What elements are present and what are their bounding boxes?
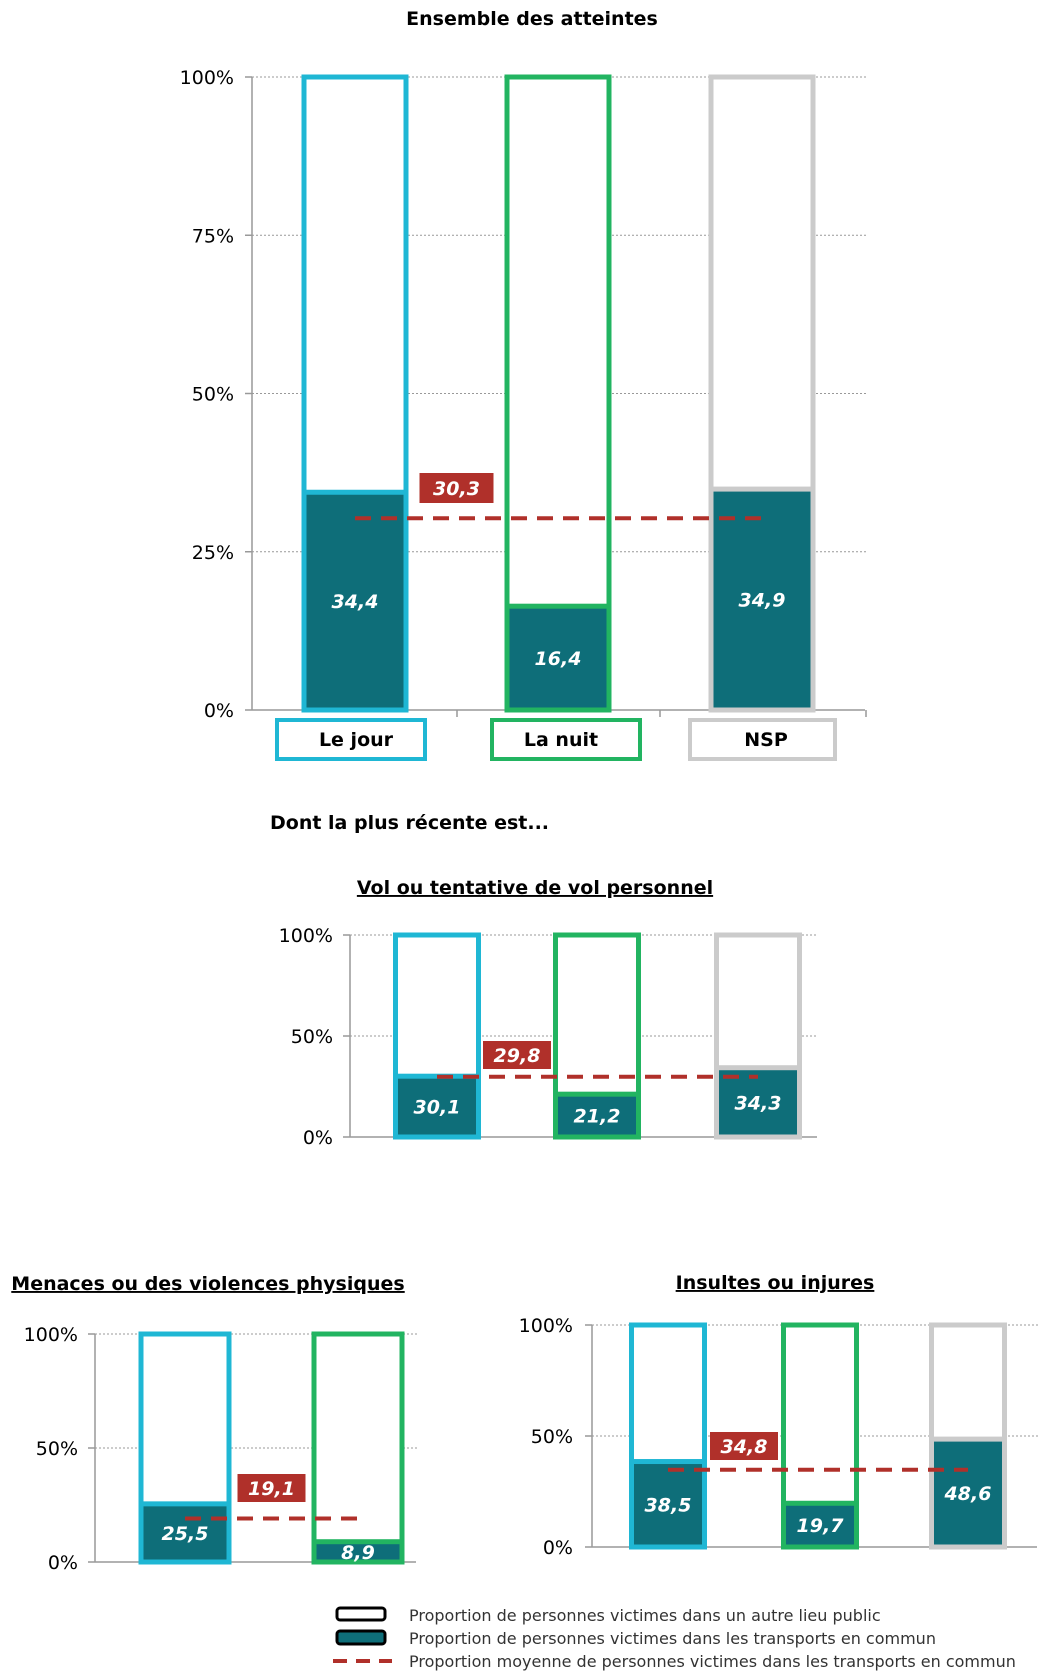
category-box-nuit: [490, 718, 642, 761]
chart2-ytick-label: 0%: [303, 1127, 333, 1149]
chart4-average-label: 34,8: [721, 1436, 768, 1458]
chart2-bar-fill: [553, 1091, 641, 1140]
category-label-nuit: La nuit: [524, 729, 598, 751]
legend-label-filled: Proportion de personnes victimes dans le…: [409, 1629, 936, 1648]
chart3-ytick-label: 100%: [24, 1324, 78, 1346]
chart1-value-label: 16,4: [535, 648, 582, 670]
chart1-ytick-label: 75%: [192, 225, 234, 247]
chart1-average-label: 30,3: [433, 478, 480, 500]
legend-outline-swatch: [335, 1606, 387, 1622]
category-label-nsp: NSP: [744, 729, 788, 751]
category-label-jour: Le jour: [319, 729, 394, 751]
chart4-value-label: 48,6: [944, 1483, 992, 1505]
chart2-value-label: 30,1: [414, 1097, 461, 1119]
chart2-bar-fill: [714, 1065, 802, 1140]
chart4-value-label: 38,5: [645, 1494, 692, 1516]
chart4-value-label: 19,7: [797, 1515, 845, 1537]
chart-title-2: Vol ou tentative de vol personnel: [357, 877, 713, 899]
legend-label-dashed: Proportion moyenne de personnes victimes…: [409, 1652, 1016, 1671]
chart2-ytick-label: 50%: [291, 1026, 333, 1048]
chart1-ytick-label: 0%: [204, 700, 234, 722]
legend-label-outline: Proportion de personnes victimes dans un…: [409, 1606, 881, 1625]
chart1-bar-fill: [301, 489, 409, 713]
chart1-ytick-label: 50%: [192, 384, 234, 406]
chart4-average-box: [710, 1432, 778, 1460]
chart-title-4: Insultes ou injures: [676, 1272, 875, 1294]
chart3-value-label: 8,9: [341, 1542, 375, 1564]
chart3-bar-outline: [311, 1331, 405, 1565]
category-box-jour: [275, 718, 427, 761]
category-labels: Le jour La nuit NSP: [275, 718, 837, 761]
chart4-bar-fill: [781, 1500, 859, 1550]
charts-layer: 0% 25% 50% 75% 100% 34,4 16,4 34,9 30,3 0% 50% 100%…: [24, 67, 1038, 1574]
chart2-ytick-label: 100%: [279, 925, 333, 947]
chart-title-1: Ensemble des atteintes: [406, 8, 658, 30]
category-box-nsp: [688, 718, 837, 761]
chart1-ytick-label: 25%: [192, 542, 234, 564]
chart1-ytick-label: 100%: [180, 67, 234, 89]
chart2-value-label: 21,2: [574, 1106, 621, 1128]
chart3-ytick-label: 0%: [48, 1552, 78, 1574]
chart4-bar-fill: [629, 1459, 707, 1550]
chart3-bar-fill: [138, 1501, 232, 1565]
chart3-ytick-label: 50%: [36, 1438, 78, 1460]
legend: Proportion de personnes victimes dans un…: [333, 1606, 1016, 1671]
chart4-ytick-label: 50%: [531, 1426, 573, 1448]
chart1-value-label: 34,4: [332, 591, 379, 613]
chart1-average-box: [419, 473, 494, 503]
chart1-value-label: 34,9: [739, 590, 786, 612]
chart2-average-box: [483, 1041, 551, 1069]
chart3-average-box: [237, 1474, 306, 1502]
chart2-value-label: 34,3: [735, 1092, 782, 1114]
chart4-ytick-label: 100%: [519, 1315, 573, 1337]
chart3-bar-fill: [311, 1539, 405, 1565]
chart1-bar-fill: [504, 603, 612, 713]
chart4-ytick-label: 0%: [543, 1537, 573, 1559]
chart2-average-label: 29,8: [494, 1045, 541, 1067]
section-title: Dont la plus récente est...: [270, 812, 549, 834]
chart3-value-label: 25,5: [162, 1523, 209, 1545]
chart-title-3: Menaces ou des violences physiques: [11, 1273, 404, 1295]
chart1-bar-fill: [708, 486, 816, 713]
chart4-bar-fill: [929, 1436, 1007, 1550]
chart3-average-label: 19,1: [248, 1478, 295, 1500]
chart2-bar-fill: [393, 1073, 481, 1140]
legend-filled-swatch: [335, 1629, 387, 1646]
